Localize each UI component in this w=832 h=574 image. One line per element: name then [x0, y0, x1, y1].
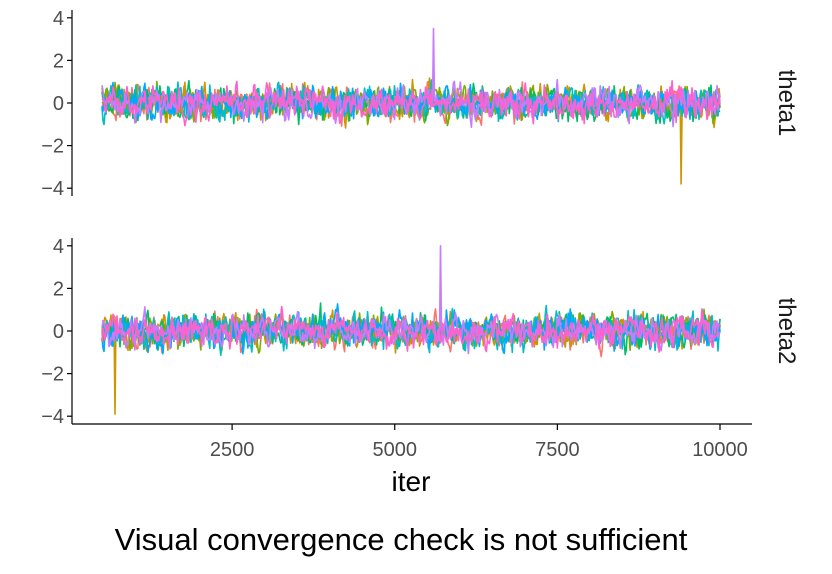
y-tick-label: 2 [53, 278, 64, 300]
y-tick-label: 4 [53, 8, 64, 30]
x-tick-label: 7500 [535, 439, 580, 461]
y-tick-label: 2 [53, 50, 64, 72]
trace-series-chain-8 [101, 305, 721, 353]
y-tick-label: −4 [41, 406, 64, 428]
y-tick-label: 0 [53, 321, 64, 343]
facet-panel-theta1: −4 −2 0 2 4 [41, 8, 721, 200]
y-tick-label: −2 [41, 136, 64, 158]
y-tick-label: −2 [41, 364, 64, 386]
y-tick-label: 4 [53, 236, 64, 258]
x-axis: 2500 5000 7500 10000 [72, 423, 752, 461]
x-tick-label: 5000 [372, 439, 417, 461]
x-axis-label: iter [392, 466, 431, 497]
x-tick-label: 2500 [210, 439, 255, 461]
x-tick-label: 10000 [692, 439, 748, 461]
y-tick-label: 0 [53, 93, 64, 115]
trace-series-chain-8 [101, 80, 721, 127]
y-tick-label: −4 [41, 178, 64, 200]
facet-panel-theta2: −4 −2 0 2 4 [41, 236, 721, 428]
facet-strip-label-theta1: theta1 [773, 70, 800, 137]
facet-strip-label-theta2: theta2 [773, 298, 800, 365]
figure-caption: Visual convergence check is not sufficie… [114, 522, 688, 557]
